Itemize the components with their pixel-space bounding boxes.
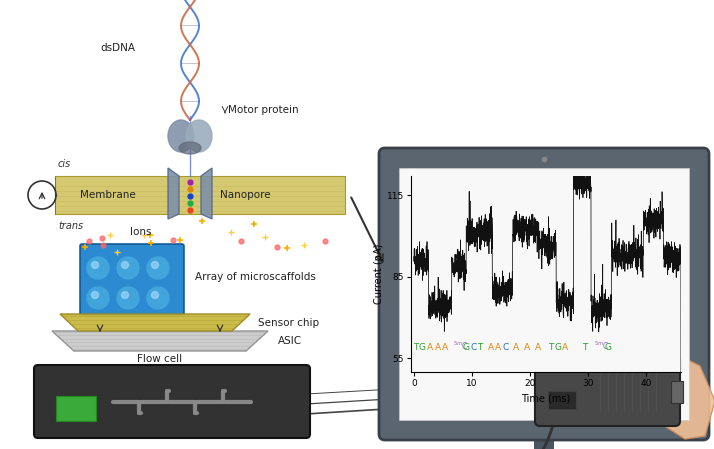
Text: G: G <box>463 343 470 352</box>
Circle shape <box>151 261 159 269</box>
Text: A: A <box>535 343 540 352</box>
Text: cis: cis <box>58 159 71 169</box>
Polygon shape <box>201 168 212 219</box>
Circle shape <box>121 261 129 269</box>
Text: G: G <box>554 343 561 352</box>
Circle shape <box>117 287 139 309</box>
Text: A: A <box>495 343 501 352</box>
Circle shape <box>91 291 99 299</box>
Bar <box>55 176 345 214</box>
Text: Flow cell: Flow cell <box>137 354 183 364</box>
Text: T: T <box>548 343 553 352</box>
Circle shape <box>121 291 129 299</box>
Text: A: A <box>435 343 441 352</box>
Text: T: T <box>583 343 588 352</box>
Text: A: A <box>513 343 518 352</box>
Text: T: T <box>478 343 483 352</box>
Ellipse shape <box>186 120 212 152</box>
Text: $^{5m}$C: $^{5m}$C <box>453 339 469 352</box>
Circle shape <box>147 287 169 309</box>
Circle shape <box>87 257 109 279</box>
Text: C: C <box>470 343 476 352</box>
X-axis label: Time (ms): Time (ms) <box>521 393 570 404</box>
Text: ASIC: ASIC <box>278 336 302 346</box>
Y-axis label: Current (pA): Current (pA) <box>374 244 384 304</box>
Text: Array of microscaffolds: Array of microscaffolds <box>195 272 316 282</box>
Circle shape <box>91 261 99 269</box>
Polygon shape <box>580 351 714 439</box>
Text: $^{5m}$C: $^{5m}$C <box>594 339 610 352</box>
Circle shape <box>87 287 109 309</box>
Text: G: G <box>605 343 612 352</box>
Text: A: A <box>524 343 531 352</box>
Bar <box>671 381 683 403</box>
Text: Sensor chip: Sensor chip <box>258 317 319 327</box>
Text: A: A <box>563 343 568 352</box>
Polygon shape <box>168 168 179 219</box>
Ellipse shape <box>168 120 194 152</box>
FancyBboxPatch shape <box>535 354 680 426</box>
Text: Ions: Ions <box>130 227 151 237</box>
Bar <box>56 396 96 421</box>
Text: Motor protein: Motor protein <box>228 105 298 115</box>
Circle shape <box>147 257 169 279</box>
Text: A: A <box>488 343 493 352</box>
Bar <box>534 434 554 449</box>
Text: A: A <box>427 343 433 352</box>
FancyBboxPatch shape <box>80 244 184 316</box>
Bar <box>399 168 689 420</box>
Polygon shape <box>60 314 250 331</box>
Text: C: C <box>503 343 509 352</box>
FancyBboxPatch shape <box>379 148 709 440</box>
Circle shape <box>151 291 159 299</box>
Text: G: G <box>418 343 426 352</box>
Ellipse shape <box>179 142 201 154</box>
Text: A: A <box>442 343 448 352</box>
Text: trans: trans <box>58 221 83 231</box>
Text: Membrane: Membrane <box>80 190 136 200</box>
Circle shape <box>117 257 139 279</box>
Text: Nanopore: Nanopore <box>220 190 271 200</box>
Text: MinION: MinION <box>588 340 628 350</box>
FancyBboxPatch shape <box>34 365 310 438</box>
Bar <box>548 391 576 409</box>
Text: T: T <box>413 343 418 352</box>
Text: dsDNA: dsDNA <box>100 43 135 53</box>
Polygon shape <box>52 331 268 351</box>
